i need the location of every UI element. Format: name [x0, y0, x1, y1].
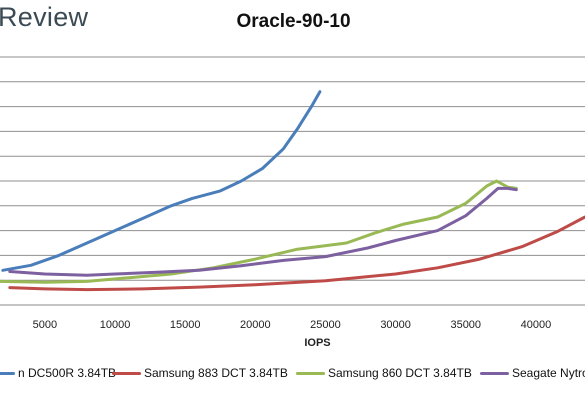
series-line-2: [8, 215, 585, 292]
chart-title: Oracle-90-10: [236, 11, 351, 32]
x-tick-label: 20000: [240, 319, 271, 331]
legend-entry-samsung-883: Samsung 883 DCT 3.84TB: [112, 366, 288, 380]
x-tick-label: 40000: [521, 319, 552, 331]
legend: n DC500R 3.84TB Samsung 883 DCT 3.84TB S…: [0, 366, 585, 396]
series-lines: [0, 90, 585, 292]
x-tick-label: 25000: [310, 319, 341, 331]
x-tick-label: 35000: [450, 319, 481, 331]
gridlines: [0, 56, 585, 306]
x-tick-label: 5000: [33, 319, 57, 331]
legend-swatch: [112, 371, 141, 375]
legend-swatch: [296, 371, 325, 375]
x-tick-label: 15000: [170, 319, 201, 331]
legend-swatch: [0, 371, 15, 375]
x-tick-label: 10000: [100, 319, 131, 331]
brand-logo: Review: [0, 2, 89, 32]
legend-swatch: [480, 371, 509, 375]
series-line-1: [1, 90, 322, 272]
x-axis-label: IOPS: [304, 337, 331, 349]
legend-label: n DC500R 3.84TB: [18, 366, 117, 380]
series-line-4: [8, 186, 518, 277]
legend-label: Seagate Nytro: [512, 366, 585, 380]
legend-entry-dc500r: n DC500R 3.84TB: [0, 366, 116, 380]
legend-label: Samsung 883 DCT 3.84TB: [144, 366, 288, 380]
legend-entry-seagate-nytro: Seagate Nytro: [480, 366, 585, 380]
x-tick-label: 30000: [380, 319, 411, 331]
legend-label: Samsung 860 DCT 3.84TB: [328, 366, 472, 380]
legend-entry-samsung-860: Samsung 860 DCT 3.84TB: [296, 366, 472, 380]
x-tick-labels: 5000 10000 15000 20000 25000 30000 35000 40000: [33, 319, 552, 331]
series-line-3: [0, 179, 518, 284]
